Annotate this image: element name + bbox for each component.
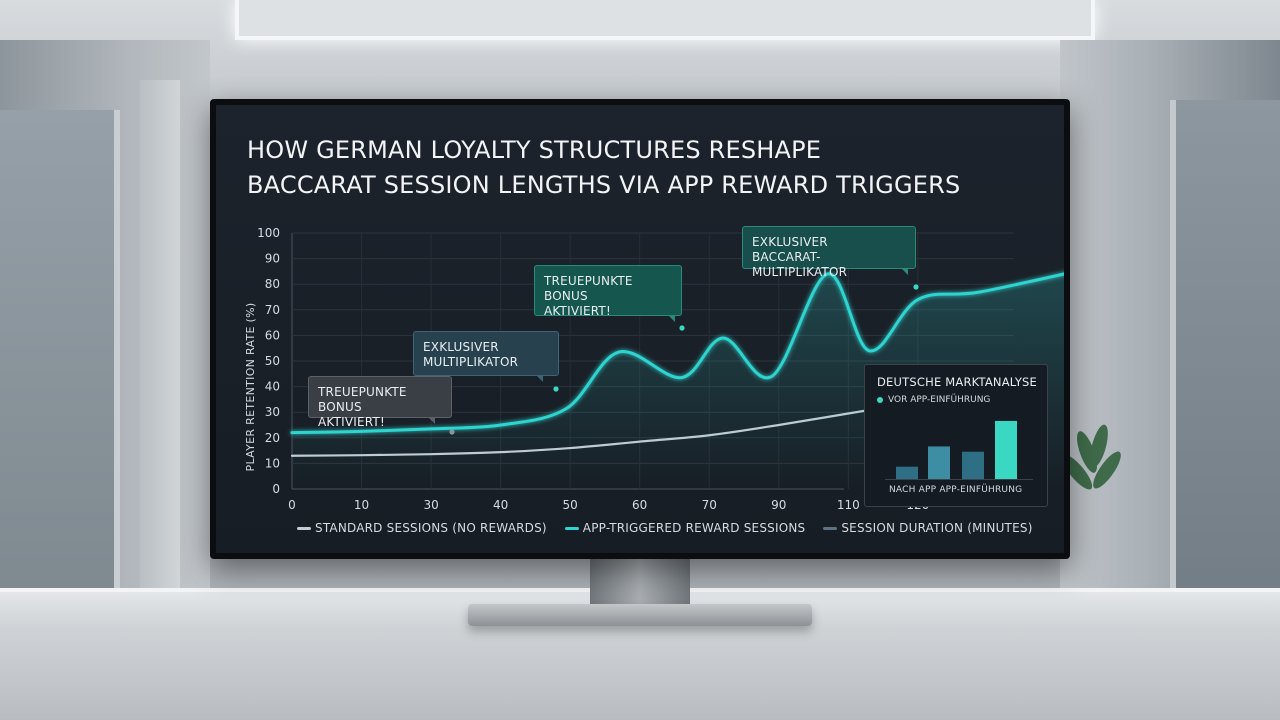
inset-footer-label: NACH APP APP-EINFÜHRUNG <box>889 485 1023 495</box>
annotation-text: BACCARAT-MULTIPLIKATOR <box>752 250 848 279</box>
x-tick-label: 60 <box>632 498 647 512</box>
inset-legend: VOR APP-EINFÜHRUNG <box>877 395 990 405</box>
annotation-marker-dot <box>913 284 919 290</box>
annotation-text: MULTIPLIKATOR <box>423 355 519 369</box>
x-axis-tick-labels: 010304050607090110120 <box>288 498 929 512</box>
right-wall <box>1060 40 1280 600</box>
legend-item-standard: STANDARD SESSIONS (NO REWARDS) <box>297 521 547 535</box>
inset-bar <box>896 466 918 479</box>
right-glass-door <box>1170 100 1280 600</box>
inset-bar <box>995 420 1017 479</box>
ceiling-light-panel <box>235 0 1095 40</box>
annotation-bonus-activated-2: TREUEPUNKTE BONUS AKTIVIERT! <box>534 265 682 318</box>
y-tick-label: 100 <box>257 226 280 240</box>
annotation-text: TREUEPUNKTE BONUS <box>318 385 407 414</box>
x-tick-label: 40 <box>493 498 508 512</box>
y-axis-title: PLAYER RETENTION RATE (%) <box>244 303 257 472</box>
y-tick-label: 40 <box>265 380 280 394</box>
annotation-text: EXKLUSIVER <box>752 235 828 249</box>
series-line-app-triggered <box>290 272 1064 435</box>
y-tick-label: 80 <box>265 277 280 291</box>
legend-label: APP-TRIGGERED REWARD SESSIONS <box>582 521 806 535</box>
y-tick-label: 60 <box>265 328 280 342</box>
monitor-stand-base <box>468 604 812 626</box>
inset-market-analysis-panel: DEUTSCHE MARKTANALYSE VOR APP-EINFÜHRUNG… <box>864 364 1048 507</box>
y-tick-label: 50 <box>265 354 280 368</box>
annotation-exclusive-multiplier: EXKLUSIVER MULTIPLIKATOR <box>413 331 559 376</box>
x-tick-label: 70 <box>702 498 717 512</box>
legend-item-app-triggered: APP-TRIGGERED REWARD SESSIONS <box>564 521 806 535</box>
x-tick-label: 0 <box>288 498 296 512</box>
annotation-marker-dot <box>449 429 455 435</box>
annotation-marker-dot <box>553 386 559 392</box>
legend-swatch <box>297 526 311 530</box>
y-tick-label: 10 <box>265 456 280 470</box>
left-wall <box>0 40 210 600</box>
x-tick-label: 110 <box>837 498 860 512</box>
y-tick-label: 70 <box>265 303 280 317</box>
inset-bar-chart <box>885 420 1033 480</box>
inset-bar <box>962 451 984 479</box>
annotation-text: AKTIVIERT! <box>544 304 611 318</box>
inset-title: DEUTSCHE MARKTANALYSE <box>877 375 1038 389</box>
chart-title-line-2: BACCARAT SESSION LENGTHS VIA APP REWARD … <box>247 171 961 199</box>
x-tick-label: 30 <box>423 498 438 512</box>
y-tick-label: 30 <box>265 405 280 419</box>
chart-title: HOW GERMAN LOYALTY STRUCTURES RESHAPE BA… <box>247 133 1047 203</box>
annotation-text: EXKLUSIVER <box>423 340 499 354</box>
callout-pointer <box>429 418 435 424</box>
x-tick-label: 50 <box>563 498 578 512</box>
legend-label: SESSION DURATION (MINUTES) <box>841 521 1033 535</box>
monitor-stand-neck <box>590 555 690 611</box>
annotation-markers <box>429 269 919 435</box>
callout-pointer <box>537 376 543 382</box>
annotation-bonus-activated-1: TREUEPUNKTE BONUS AKTIVIERT! <box>308 376 452 429</box>
annotation-baccarat-multiplier: EXKLUSIVER BACCARAT-MULTIPLIKATOR <box>742 226 916 279</box>
y-tick-label: 90 <box>265 252 280 266</box>
annotation-text: AKTIVIERT! <box>318 415 385 429</box>
inset-legend-label: VOR APP-EINFÜHRUNG <box>888 395 991 405</box>
chart-title-line-1: HOW GERMAN LOYALTY STRUCTURES RESHAPE <box>247 136 822 164</box>
legend-item-session-duration: SESSION DURATION (MINUTES) <box>823 521 1032 535</box>
callout-pointer <box>669 316 675 322</box>
callout-pointer <box>902 269 908 275</box>
y-tick-label: 20 <box>265 431 280 445</box>
annotation-text: TREUEPUNKTE BONUS <box>544 274 633 303</box>
left-glass-door <box>0 110 120 590</box>
annotation-marker-dot <box>679 325 685 331</box>
monitor-screen: 0 10 20 30 40 50 60 70 80 90 100 0 10 30 40 50 60 70 90 11… <box>216 105 1064 553</box>
legend-dot-icon <box>877 397 883 403</box>
y-tick-label: 0 <box>272 482 280 496</box>
legend-swatch <box>823 526 838 530</box>
monitor: 0 10 20 30 40 50 60 70 80 90 100 0 10 30 40 50 60 70 90 11… <box>210 99 1070 559</box>
x-tick-label: 90 <box>771 498 786 512</box>
chart-legend: STANDARD SESSIONS (NO REWARDS) APP-TRIGG… <box>297 521 1033 535</box>
left-door-frame <box>140 80 180 600</box>
legend-swatch <box>564 526 579 530</box>
legend-label: STANDARD SESSIONS (NO REWARDS) <box>315 521 547 535</box>
x-tick-label: 10 <box>354 498 369 512</box>
inset-bar <box>928 446 950 479</box>
y-axis-tick-labels: 0 10 20 30 40 50 60 70 80 90 100 <box>257 226 280 496</box>
